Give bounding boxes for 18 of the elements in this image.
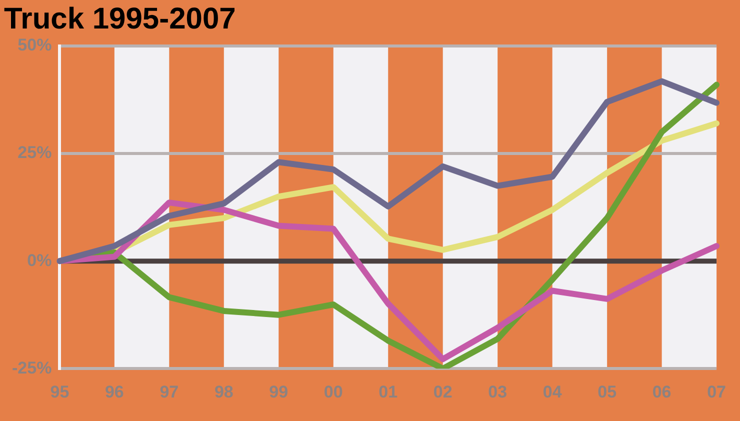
x-tick-label: 03 <box>488 382 508 402</box>
x-tick-label: 06 <box>652 382 672 402</box>
x-tick-label: 95 <box>50 382 70 402</box>
y-tick-label: 25% <box>18 143 52 162</box>
x-tick-label: 96 <box>104 382 124 402</box>
x-tick-label: 01 <box>378 382 398 402</box>
y-tick-label: -25% <box>12 358 52 378</box>
x-tick-label: 04 <box>542 382 562 402</box>
y-tick-label: 50% <box>18 36 52 55</box>
x-tick-label: 99 <box>269 382 288 402</box>
x-tick-label: 07 <box>707 382 726 402</box>
x-tick-label: 00 <box>324 382 343 402</box>
x-tick-label: 05 <box>598 382 617 402</box>
chart-title: Truck 1995-2007 <box>4 2 236 36</box>
y-tick-label: 0% <box>27 250 52 270</box>
x-tick-label: 02 <box>433 382 452 402</box>
x-tick-label: 97 <box>160 382 179 402</box>
x-tick-label: 98 <box>214 382 234 402</box>
